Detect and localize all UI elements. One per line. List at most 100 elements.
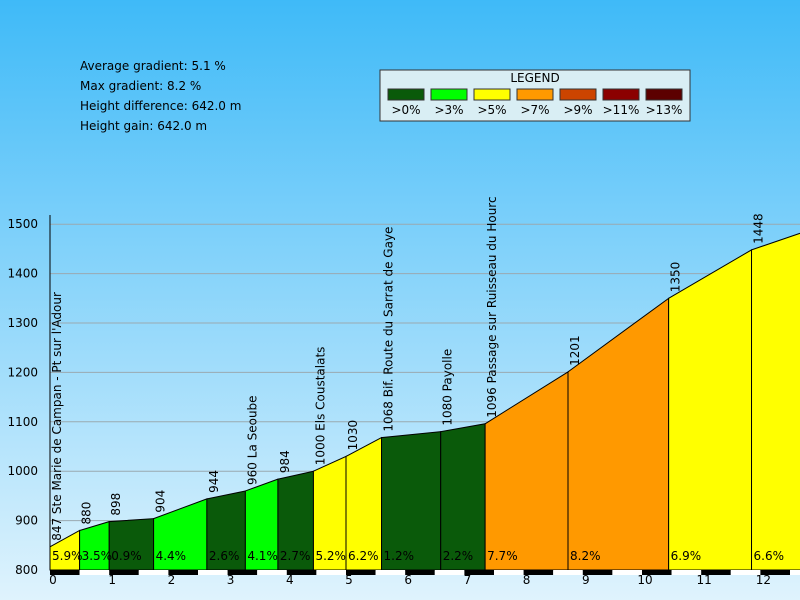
- x-tick-label: 1: [108, 573, 116, 587]
- x-tick-label: 5: [345, 573, 353, 587]
- point-label: 1068 Bif. Route du Sarrat de Gaye: [382, 227, 396, 432]
- y-tick-label: 1000: [7, 464, 38, 478]
- legend-label: >3%: [434, 103, 463, 117]
- gradient-label: 6.6%: [754, 549, 785, 563]
- x-ruler-block: [671, 570, 702, 575]
- gradient-label: 4.1%: [247, 549, 277, 563]
- legend-swatch: [473, 88, 511, 101]
- x-ruler-block: [612, 570, 642, 575]
- y-tick-label: 1100: [7, 415, 38, 429]
- gradient-label: 6.9%: [671, 549, 702, 563]
- gradient-label: 0.9%: [111, 549, 142, 563]
- legend-swatch: [559, 88, 597, 101]
- x-tick-label: 2: [168, 573, 176, 587]
- x-tick-label: 7: [464, 573, 472, 587]
- legend-swatch: [516, 88, 554, 101]
- x-ruler-block: [375, 570, 406, 575]
- height-difference-text: Height difference: 642.0 m: [80, 99, 241, 113]
- gradient-label: 2.2%: [443, 549, 474, 563]
- point-label: 960 La Seoube: [245, 395, 259, 485]
- point-label: 944: [207, 470, 221, 493]
- profile-segment: [751, 232, 800, 571]
- gradient-label: 5.9%: [52, 549, 83, 563]
- profile-area-layer: [49, 232, 800, 571]
- x-ruler-block: [168, 570, 198, 575]
- x-ruler-block: [346, 570, 376, 575]
- point-label: 1000 Els Coustalats: [313, 347, 327, 466]
- legend-label: >7%: [520, 103, 549, 117]
- point-label: 984: [278, 450, 292, 473]
- y-tick-label: 1400: [7, 267, 38, 281]
- gradient-label: 2.7%: [280, 549, 311, 563]
- x-tick-label: 11: [697, 573, 712, 587]
- legend-label: >13%: [646, 103, 683, 117]
- x-ruler-block: [582, 570, 613, 575]
- x-tick-label: 8: [523, 573, 531, 587]
- x-ruler-block: [198, 570, 228, 575]
- legend-swatch: [602, 88, 640, 101]
- x-tick-label: 4: [286, 573, 294, 587]
- legend-title: LEGEND: [510, 71, 559, 85]
- x-ruler-block: [50, 570, 80, 575]
- point-label: 1096 Passage sur Ruisseau du Hourc: [485, 196, 499, 417]
- point-label: 1080 Payolle: [441, 349, 455, 426]
- legend-label: >9%: [563, 103, 592, 117]
- x-ruler-block: [642, 570, 672, 575]
- x-ruler-block: [79, 570, 110, 575]
- y-tick-label: 1200: [7, 365, 38, 379]
- y-tick-label: 800: [15, 563, 38, 577]
- x-tick-label: 10: [637, 573, 652, 587]
- x-ruler-block: [760, 570, 790, 575]
- height-gain-text: Height gain: 642.0 m: [80, 119, 207, 133]
- legend-label: >0%: [391, 103, 420, 117]
- x-tick-label: 0: [49, 573, 57, 587]
- y-tick-label: 900: [15, 514, 38, 528]
- x-ruler-block: [523, 570, 554, 575]
- point-label: 1448: [752, 213, 766, 244]
- x-ruler-block: [553, 570, 583, 575]
- x-ruler-block: [730, 570, 761, 575]
- x-ruler-block: [464, 570, 494, 575]
- gradient-label: 8.2%: [570, 549, 601, 563]
- x-tick-label: 12: [756, 573, 771, 587]
- x-ruler-block: [257, 570, 287, 575]
- gradient-label: 7.7%: [487, 549, 518, 563]
- avg-gradient-text: Average gradient: 5.1 %: [80, 59, 226, 73]
- x-ruler-block: [405, 570, 435, 575]
- x-ruler-block: [227, 570, 258, 575]
- gradient-label: 6.2%: [348, 549, 379, 563]
- point-label: 898: [109, 493, 123, 516]
- point-label: 880: [80, 502, 94, 525]
- gradient-label: 5.2%: [315, 549, 346, 563]
- x-ruler-block: [286, 570, 317, 575]
- point-label: 1201: [568, 335, 582, 366]
- x-ruler-block: [109, 570, 139, 575]
- legend: LEGEND >0% >3% >5% >7% >9% >11% >13%: [379, 69, 691, 122]
- x-tick-label: 6: [404, 573, 412, 587]
- x-tick-label: 9: [582, 573, 590, 587]
- point-label: 847 Ste Marie de Campan - Pt sur l'Adour: [50, 292, 64, 541]
- x-ruler-block: [790, 570, 800, 575]
- y-tick-label: 1300: [7, 316, 38, 330]
- point-label-layer: 847 Ste Marie de Campan - Pt sur l'Adour…: [50, 196, 766, 541]
- y-tick-label: 1500: [7, 217, 38, 231]
- gradient-label-layer: 5.9% 3.5% 0.9% 4.4% 2.6% 4.1% 2.7% 5.2% 6.2% 1.2%…: [52, 549, 784, 563]
- legend-swatch: [645, 88, 683, 101]
- gradient-label: 2.6%: [209, 549, 240, 563]
- point-label: 904: [154, 490, 168, 513]
- legend-swatch: [387, 88, 425, 101]
- point-label: 1030: [346, 420, 360, 451]
- x-ruler-block: [138, 570, 169, 575]
- x-tick-label: 3: [227, 573, 235, 587]
- x-ruler-block: [434, 570, 465, 575]
- gradient-label: 3.5%: [82, 549, 113, 563]
- gradient-label: 4.4%: [156, 549, 187, 563]
- legend-label: >5%: [477, 103, 506, 117]
- axis-layer: 0 1 2 3 4 5 6 7 8 9 10 11 12: [49, 215, 800, 587]
- legend-swatch: [430, 88, 468, 101]
- stats-block: Average gradient: 5.1 % Max gradient: 8.…: [80, 59, 241, 133]
- point-label: 1350: [669, 262, 683, 293]
- x-ruler-block: [701, 570, 731, 575]
- x-ruler-block: [316, 570, 346, 575]
